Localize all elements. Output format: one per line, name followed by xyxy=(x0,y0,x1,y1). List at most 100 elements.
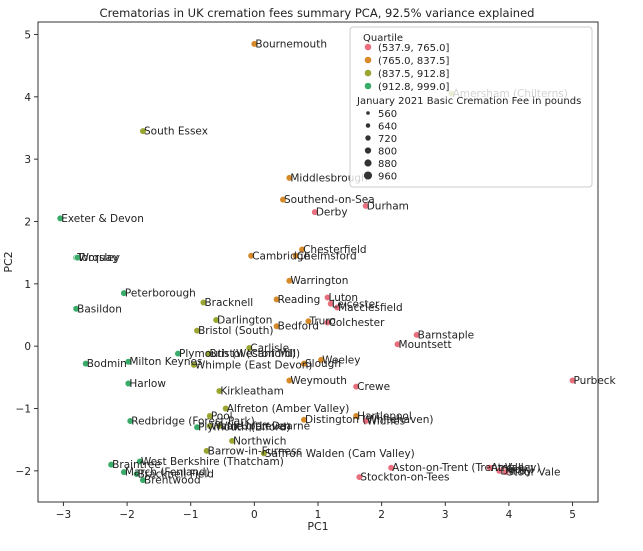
point-label: Durham xyxy=(367,200,409,212)
point-label: Alfreton (Amber Valley) xyxy=(227,403,350,415)
legend-size-marker xyxy=(365,123,371,128)
data-point xyxy=(204,350,213,358)
y-tick-label: −2 xyxy=(16,466,31,478)
point-label: Luton xyxy=(329,292,359,304)
legend-size-title: January 2021 Basic Cremation Fee in poun… xyxy=(356,96,581,107)
legend-hue-marker xyxy=(364,69,372,77)
legend-hue-title: Quartile xyxy=(363,33,403,44)
point-label: Chesterfield xyxy=(303,244,366,256)
x-tick-label: 1 xyxy=(315,509,322,521)
point-label: West Berkshire (Thatcham) xyxy=(141,456,284,468)
point-label: Exeter & Devon xyxy=(61,213,144,225)
point-label: Middlesbrough xyxy=(290,172,367,184)
data-point xyxy=(502,468,510,476)
point-label: Peterborough xyxy=(125,288,196,300)
point-label: Chelmsford xyxy=(297,250,357,262)
data-point xyxy=(126,417,134,425)
y-axis-label: PC2 xyxy=(2,251,15,272)
x-axis-label: PC1 xyxy=(307,520,328,533)
point-label: Torquay xyxy=(76,252,118,264)
x-tick-label: 2 xyxy=(378,509,385,521)
point-label: Distington (Whitehaven) xyxy=(305,414,434,426)
x-tick-label: −2 xyxy=(119,509,134,521)
legend-size-label: 640 xyxy=(378,122,397,133)
point-label: Northwich xyxy=(233,435,286,447)
point-label: Yeovil xyxy=(503,464,534,476)
point-label: Kirkleatham xyxy=(220,386,283,398)
data-point xyxy=(568,376,577,385)
point-label: Bodmin xyxy=(87,358,127,370)
point-label: Vale of Leven xyxy=(220,420,290,432)
data-point xyxy=(73,254,82,262)
point-label: Plymouth (Efford) xyxy=(198,422,290,434)
point-label: Truro xyxy=(308,316,335,328)
chart-title: Crematorias in UK cremation fees summary… xyxy=(100,6,535,20)
point-label: South Essex xyxy=(144,126,208,138)
point-label: Leicester xyxy=(332,298,380,310)
data-point xyxy=(174,350,182,358)
data-point xyxy=(273,322,281,330)
point-label: Darlington xyxy=(217,314,272,326)
data-point xyxy=(304,317,313,325)
legend-size-marker xyxy=(364,147,372,154)
data-point xyxy=(279,196,287,204)
data-point xyxy=(203,447,211,455)
data-point xyxy=(298,245,306,254)
point-label: Milton Keynes xyxy=(129,356,202,368)
axis-ticks: −3 −2 −1 0 1 2 3 4 5 −2 −1 0 1 2 3 4 5 xyxy=(16,29,576,521)
point-label: Weymouth xyxy=(290,375,347,387)
point-label: Wath Upon Dearne xyxy=(211,420,310,432)
legend-hue-label: (912.8, 999.0] xyxy=(378,82,450,93)
x-tick-label: −3 xyxy=(56,509,71,521)
data-point xyxy=(311,208,319,216)
point-label: Redbridge (Forest Park) xyxy=(131,415,254,427)
data-point xyxy=(393,340,402,348)
point-label: Cambridge xyxy=(252,250,310,262)
data-point xyxy=(212,316,220,324)
legend-hue-label: (837.5, 912.8] xyxy=(378,69,450,80)
data-point xyxy=(285,174,293,182)
data-point xyxy=(352,383,360,391)
data-point xyxy=(193,423,201,431)
point-label: Bracknell xyxy=(204,297,253,309)
legend-hue-marker xyxy=(364,43,372,51)
y-tick-label: 4 xyxy=(24,92,31,104)
data-point xyxy=(300,360,308,368)
point-label: Southend-on-Sea xyxy=(284,194,375,206)
data-point xyxy=(317,356,325,364)
data-point xyxy=(323,318,332,327)
x-tick-label: −1 xyxy=(183,509,198,521)
point-label: Colchester xyxy=(329,317,386,329)
data-point xyxy=(327,300,335,308)
point-label: Bedford xyxy=(278,321,319,333)
data-point xyxy=(199,298,208,307)
data-point xyxy=(139,476,147,484)
point-labels: BournemouthAmersham (Chilterns)South Ess… xyxy=(61,38,616,486)
point-label: Purbeck xyxy=(574,375,617,387)
data-point xyxy=(250,40,258,48)
data-point xyxy=(215,422,223,430)
point-label: Bracknell Field xyxy=(138,468,214,480)
data-point xyxy=(133,470,141,478)
point-label: Reading xyxy=(278,294,321,306)
data-point xyxy=(260,449,268,457)
point-label: Slough xyxy=(305,358,341,370)
point-label: Crewe xyxy=(357,381,390,393)
data-point xyxy=(245,344,253,352)
point-label: Whimple (East Devon) xyxy=(195,359,313,371)
data-point xyxy=(387,464,395,472)
data-point xyxy=(124,379,132,388)
x-tick-label: 3 xyxy=(442,509,449,521)
point-label: Braintree xyxy=(112,459,161,471)
data-point xyxy=(362,202,370,210)
data-point xyxy=(292,252,300,260)
data-point xyxy=(285,376,293,385)
chart-legend: Quartile January 2021 Basic Cremation Fe… xyxy=(349,26,593,188)
point-label: Bournemouth xyxy=(255,38,327,50)
x-tick-label: 0 xyxy=(251,509,258,521)
point-label: Weeley xyxy=(322,354,360,366)
point-label: Warrington xyxy=(290,275,348,287)
point-label: Derby xyxy=(500,465,532,477)
